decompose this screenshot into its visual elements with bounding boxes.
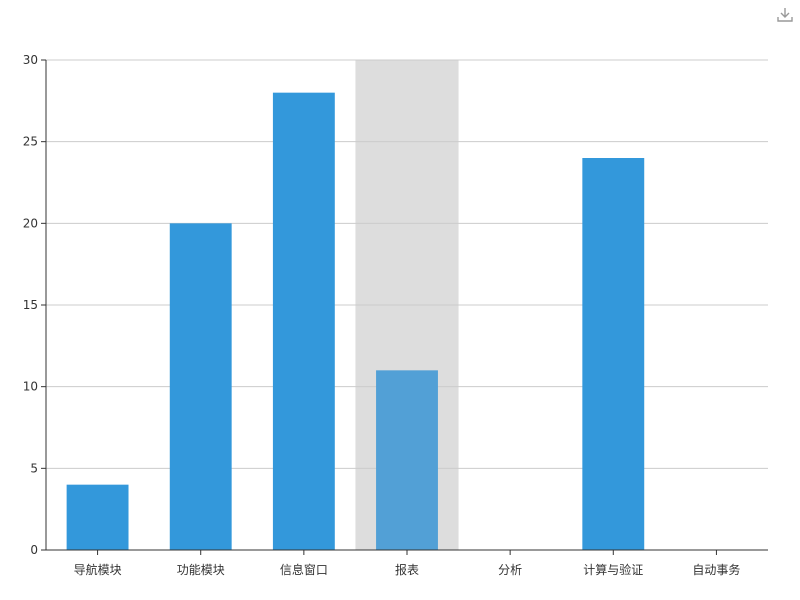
y-tick-label: 30	[23, 53, 38, 67]
x-tick-label-3: 报表	[395, 562, 419, 577]
y-tick-label: 0	[30, 543, 38, 557]
download-button[interactable]	[776, 6, 794, 24]
y-tick-label: 5	[30, 461, 38, 475]
bar-5[interactable]	[582, 158, 645, 550]
y-tick-label: 10	[23, 380, 38, 394]
bar-3[interactable]	[376, 370, 438, 550]
x-tick-label-0: 导航模块	[74, 562, 122, 577]
x-tick-label-1: 功能模块	[177, 563, 225, 577]
y-tick-label: 20	[23, 216, 38, 230]
bars	[66, 92, 645, 551]
x-tick-label-4: 分析	[498, 563, 522, 577]
y-tick-label: 15	[23, 298, 38, 312]
bar-1[interactable]	[169, 223, 232, 551]
x-tick-label-5: 计算与验证	[583, 562, 643, 577]
bar-2[interactable]	[272, 92, 335, 551]
axes: 0 5 10 15 20 25 30 导航模块 功能模块 信息窗口 报表 分析 计算与验证 自动事务	[23, 53, 768, 577]
x-tick-label-6: 自动事务	[692, 562, 740, 577]
x-tick-label-2: 信息窗口	[280, 562, 328, 577]
y-tick-label: 25	[23, 135, 38, 149]
download-icon	[777, 8, 793, 22]
bar-0[interactable]	[66, 484, 129, 550]
